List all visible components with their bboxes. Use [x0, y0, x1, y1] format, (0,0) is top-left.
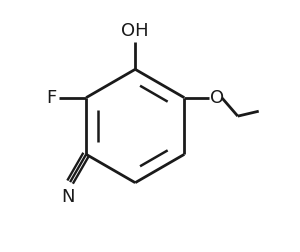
Text: N: N [61, 188, 74, 206]
Text: O: O [210, 89, 224, 107]
Text: F: F [46, 89, 57, 107]
Text: OH: OH [122, 22, 149, 40]
